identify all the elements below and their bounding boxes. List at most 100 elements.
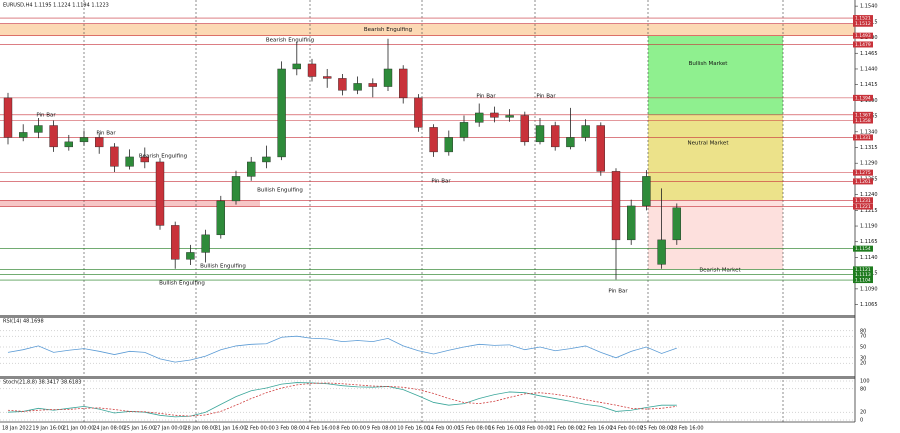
level-label: 1.1331 [855,135,871,141]
y-tick-label: 1.1415 [860,82,878,88]
x-tick-label: 25 Jan 16:00 [124,426,156,432]
level-label: 1.1367 [855,112,871,118]
level-box [853,20,873,27]
candle-body [672,207,681,241]
x-tick-label: 14 Feb 00:00 [428,426,461,432]
x-tick-label: 21 Feb 08:00 [549,426,582,432]
y-tick-label: 1.1215 [860,208,878,214]
candle-body [475,112,484,123]
candle-body [551,125,560,148]
candle-body [49,125,58,148]
annotation: Bearish Engulfing [139,154,187,160]
candle-body [535,125,545,143]
candle-body [429,127,438,153]
annotation: Bullish Engulfing [200,264,246,270]
stoch-title: Stoch(21,8,8) 38.3417 38.6183 [3,380,81,386]
annotation: Pin Bar [431,179,451,185]
y-tick-label: 20 [860,361,866,367]
level-box [853,134,873,141]
x-tick-label: 28 Feb 16:00 [671,426,704,432]
plot: 1.10651.10901.11151.11401.11651.11901.12… [0,4,878,432]
y-tick-label: 30 [860,355,866,361]
zone-band [0,200,260,207]
level-box [853,178,873,185]
level-box [853,41,873,48]
candle-body [581,125,590,138]
candle-body [79,137,89,143]
zone-label: Neutral Market [688,140,730,146]
candle-body [642,176,651,207]
x-tick-label: 24 Feb 00:00 [610,426,643,432]
y-tick-label: 1.1465 [860,51,878,57]
candle-body [246,161,256,177]
level-label: 1.1221 [855,204,871,210]
level-label: 1.1261 [855,179,871,185]
y-tick-label: 1.1240 [860,192,878,198]
candle-body [110,146,119,167]
y-tick-label: 100 [860,379,870,385]
level-box [853,245,873,252]
level-box [853,117,873,124]
x-tick-label: 27 Jan 00:00 [154,426,186,432]
x-tick-label: 10 Feb 16:00 [397,426,430,432]
annotation: Pin Bar [536,94,556,100]
zone-label: Bearish Engulfing [364,27,412,33]
annotation: Pin Bar [476,94,496,100]
candle-body [627,205,636,241]
level-label: 1.1113 [855,272,871,278]
candle-body [216,200,226,236]
x-tick-label: 25 Feb 08:00 [640,426,673,432]
panel-separator [0,376,855,379]
annotation: Pin Bar [608,289,628,295]
candle-body [34,125,43,133]
panel-separator [0,315,855,318]
candle-body [186,252,195,260]
candle-body [566,137,575,148]
level-box [853,277,873,284]
x-tick-label: 15 Feb 08:00 [458,426,491,432]
y-tick-label: 80 [860,386,866,392]
level-box [853,111,873,118]
x-tick-label: 3 Feb 08:00 [276,426,306,432]
candle-body [323,76,332,79]
candle-body [201,234,210,253]
y-tick-label: 1.1390 [860,98,878,104]
x-tick-label: 31 Jan 16:00 [215,426,247,432]
level-label: 1.1512 [855,21,871,27]
level-box [853,266,873,273]
candle-body [459,122,469,138]
y-tick-label: 1.1165 [860,239,878,245]
candle-body [231,176,241,202]
candle-body [353,83,362,91]
y-tick-label: 0 [860,418,863,424]
level-label: 1.1479 [855,42,871,48]
candle-body [490,112,499,118]
candle-body [3,97,13,138]
zone [648,114,783,201]
candle-body [170,225,180,260]
zones: Bearish Engulfing Bullish Market Neutral M… [0,23,855,274]
annotation: Bullish Engulfing [159,281,205,287]
zone [648,200,783,270]
candle-body [307,63,317,77]
candle-body [292,63,301,70]
candle-body [505,115,514,118]
level-box [853,15,873,22]
indicator-line [7,335,677,363]
annotation: Bearish Engulfing [266,38,314,44]
candle-body [520,115,529,143]
y-tick-label: 1.1065 [860,302,878,308]
y-tick-label: 1.1540 [860,4,878,10]
level-label: 1.1394 [855,95,871,101]
x-tick-label: 18 Feb 00:00 [519,426,552,432]
candle-body [64,141,74,148]
candle-body [657,239,666,265]
level-label: 1.1231 [855,198,871,204]
candle-body [277,68,286,158]
level-label: 1.1275 [855,170,871,176]
x-tick-label: 9 Feb 08:00 [367,426,397,432]
x-tick-label: 4 Feb 16:00 [306,426,336,432]
candle-body [155,161,165,226]
candle-body [94,137,104,148]
